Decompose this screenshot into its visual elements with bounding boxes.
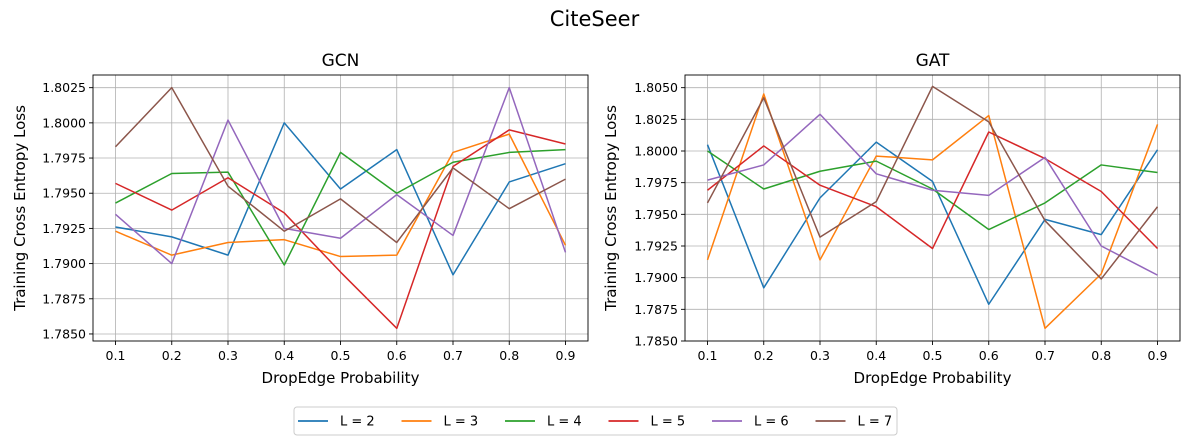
x-tick-label: 0.1: [698, 348, 718, 363]
panel-gcn: 0.1 0.2 0.3 0.4 0.5 0.6 0.7 0.8 0.9 1.7850 1.7875 1…: [11, 51, 589, 387]
x-tick-label: 0.8: [1091, 348, 1111, 363]
x-axis-label: DropEdge Probability: [854, 369, 1012, 387]
y-tick-label: 1.7950: [634, 207, 678, 222]
series-line-L5: [115, 129, 566, 330]
x-tick-label: 0.4: [866, 348, 886, 363]
x-tick-label: 0.6: [979, 348, 999, 363]
series-line-L7: [114, 86, 566, 244]
series-line-L4: [707, 150, 1158, 231]
series-line-L6: [115, 86, 567, 265]
panel-title: GCN: [322, 51, 360, 71]
y-tick-label: 1.8000: [42, 115, 86, 130]
series-line-L3: [706, 93, 1159, 330]
y-tick-label: 1.7900: [42, 256, 86, 271]
legend-label-L2: L = 2: [340, 415, 375, 430]
x-tick-label: 0.5: [923, 348, 943, 363]
x-tick-label: 0.6: [387, 348, 407, 363]
y-tick-label: 1.7925: [634, 239, 678, 254]
y-axis-label: Training Cross Entropy Loss: [602, 105, 620, 312]
series-line-L5: [707, 131, 1159, 250]
x-tick-label: 0.7: [1035, 348, 1055, 363]
x-tick-label: 0.3: [218, 348, 238, 363]
x-tick-label: 0.9: [1148, 348, 1168, 363]
y-tick-label: 1.7975: [634, 175, 678, 190]
y-tick-label: 1.7900: [634, 270, 678, 285]
legend-label-L5: L = 5: [651, 415, 686, 430]
legend-label-L4: L = 4: [547, 415, 582, 430]
x-tick-label: 0.7: [443, 348, 463, 363]
legend-frame: [293, 406, 898, 436]
x-tick-label: 0.1: [106, 348, 126, 363]
y-tick-label: 1.7950: [42, 186, 86, 201]
x-tick-label: 0.2: [754, 348, 774, 363]
x-tick-label: 0.4: [274, 348, 294, 363]
legend: L = 2 L = 3 L = 4 L = 5 L = 6 L = 7: [293, 406, 898, 436]
figure-suptitle: CiteSeer: [550, 7, 640, 31]
legend-label-L6: L = 6: [754, 415, 789, 430]
y-tick-label: 1.7875: [42, 291, 86, 306]
x-axis-label: DropEdge Probability: [262, 369, 420, 387]
legend-label-L3: L = 3: [444, 415, 479, 430]
y-tick-label: 1.8025: [634, 112, 678, 127]
x-tick-label: 0.3: [810, 348, 830, 363]
y-tick-label: 1.7850: [42, 326, 86, 341]
series-line-L3: [115, 133, 567, 258]
series-line-L4: [115, 148, 566, 266]
y-tick-label: 1.8050: [634, 80, 678, 95]
y-tick-label: 1.7875: [634, 302, 678, 317]
panel-title: GAT: [916, 51, 950, 71]
legend-label-L7: L = 7: [858, 415, 893, 430]
series-line-L2: [706, 141, 1159, 306]
y-tick-label: 1.8025: [42, 80, 86, 95]
x-tick-label: 0.2: [162, 348, 182, 363]
y-tick-label: 1.7925: [42, 221, 86, 236]
x-tick-label: 0.9: [556, 348, 576, 363]
y-tick-label: 1.7850: [634, 334, 678, 349]
x-tick-label: 0.5: [331, 348, 351, 363]
series-line-L6: [707, 113, 1158, 276]
y-tick-label: 1.7975: [42, 151, 86, 166]
series-line-L2: [115, 122, 566, 276]
y-axis-label: Training Cross Entropy Loss: [11, 105, 29, 312]
y-tick-label: 1.8000: [634, 144, 678, 159]
panel-gat: 0.1 0.2 0.3 0.4 0.5 0.6 0.7 0.8 0.9 1.7850 1.7875 1…: [602, 51, 1181, 387]
series-line-L7: [706, 85, 1159, 280]
x-tick-label: 0.8: [499, 348, 519, 363]
